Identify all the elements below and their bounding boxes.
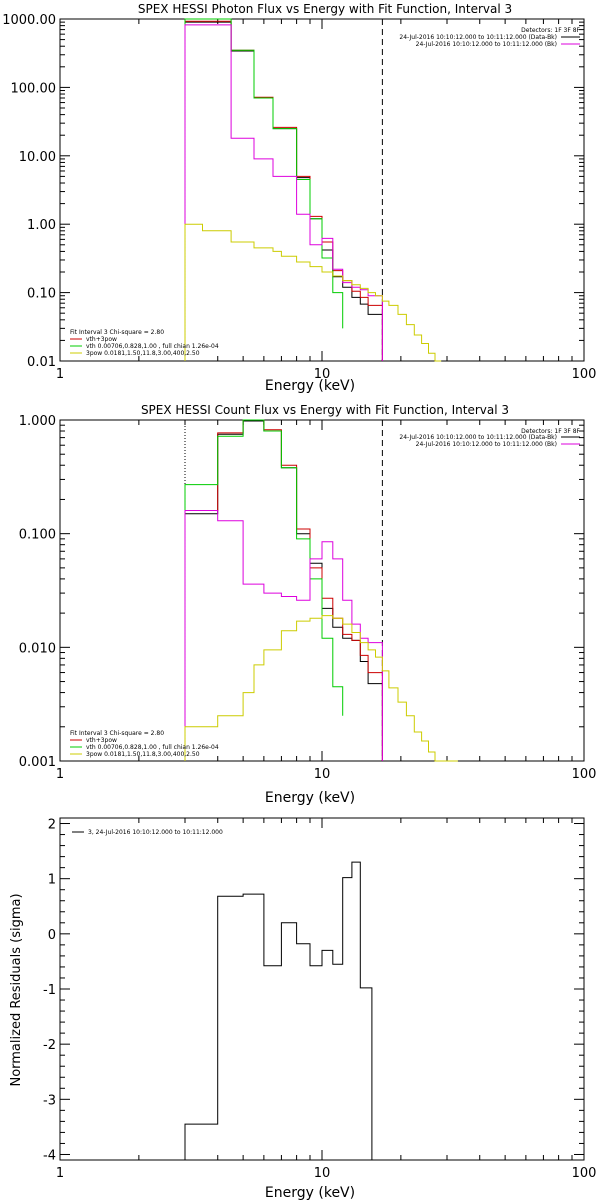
residuals-y-tick-label: -3: [43, 1093, 56, 1108]
count-flux-legend-header: Detectors: 1F 3F 8F: [521, 428, 580, 435]
residuals-y-tick-label: 2: [48, 818, 56, 833]
count-flux-x-tick-label: 100: [572, 767, 597, 782]
residuals-y-tick-label: 1: [48, 873, 56, 888]
count-flux-y-tick-label: 0.100: [19, 528, 56, 543]
residuals-axes: 1 10 100 -4 -3 -2 -1 0 1 2: [43, 818, 596, 1181]
photon-flux-legend-entry-bk: 24-Jul-2016 10:10:12.000 to 10:11:12.000…: [416, 41, 557, 48]
photon-flux-y-tick-label: 10.00: [19, 150, 56, 165]
photon-flux-x-tick-label: 10: [314, 367, 331, 382]
photon-flux-title: SPEX HESSI Photon Flux vs Energy with Fi…: [138, 2, 512, 16]
residuals-panel: 1 10 100 -4 -3 -2 -1 0 1 2 Energy (keV) Normalize…: [9, 817, 596, 1200]
photon-flux-legend-header: Detectors: 1F 3F 8F: [521, 27, 580, 34]
count-flux-reference-lines: [184, 420, 383, 761]
photon-flux-x-tick-label: 100: [572, 367, 597, 382]
photon-flux-series-line: [184, 20, 383, 361]
photon-flux-y-tick-label: 0.01: [27, 355, 56, 370]
photon-flux-fit-total: vth+3pow: [86, 336, 117, 343]
count-flux-legend-left: Fit Interval 3 Chi-square = 2.80 vth+3po…: [70, 730, 219, 758]
photon-flux-series-line: [184, 21, 383, 361]
count-flux-x-tick-label: 1: [56, 767, 64, 782]
count-flux-series: [184, 419, 458, 762]
photon-flux-fit-vth: vth 0.00706,0.828,1.00 , full chian 1.26…: [86, 343, 219, 350]
count-flux-series-line: [184, 510, 383, 761]
residuals-series: [184, 861, 383, 1161]
photon-flux-y-tick-label: 1000.00: [2, 13, 56, 28]
photon-flux-legend-left: Fit Interval 3 Chi-square = 2.80 vth+3po…: [70, 329, 219, 357]
count-flux-fit-header: Fit Interval 3 Chi-square = 2.80: [70, 730, 164, 737]
count-flux-series-line: [184, 420, 383, 761]
residuals-y-tick-label: -1: [43, 983, 56, 998]
count-flux-series-line: [184, 419, 383, 761]
residuals-x-tick-label: 10: [314, 1166, 331, 1181]
photon-flux-x-axis-label: Energy (keV): [265, 378, 355, 394]
count-flux-y-tick-label: 0.010: [19, 641, 56, 656]
count-flux-legend-right: Detectors: 1F 3F 8F 24-Jul-2016 10:10:12…: [399, 428, 580, 448]
residuals-x-axis-label: Energy (keV): [265, 1185, 355, 1200]
residuals-x-tick-label: 100: [572, 1166, 597, 1181]
residuals-legend-entry: 3, 24-Jul-2016 10:10:12.000 to 10:11:12.…: [88, 829, 223, 836]
residuals-y-tick-label: -2: [43, 1038, 56, 1053]
count-flux-series-line: [184, 615, 458, 762]
count-flux-axes: 1 10 100 0.001 0.010 0.100 1.000: [19, 414, 597, 782]
count-flux-series-line: [184, 419, 344, 761]
count-flux-x-tick-label: 10: [314, 767, 331, 782]
count-flux-y-tick-label: 1.000: [19, 414, 56, 429]
count-flux-panel: SPEX HESSI Count Flux vs Energy with Fit…: [19, 403, 597, 806]
photon-flux-fit-header: Fit Interval 3 Chi-square = 2.80: [70, 329, 164, 336]
count-flux-y-tick-label: 0.001: [19, 755, 56, 770]
count-flux-x-axis-label: Energy (keV): [265, 790, 355, 806]
photon-flux-legend-right: Detectors: 1F 3F 8F 24-Jul-2016 10:10:12…: [399, 27, 580, 48]
photon-flux-series: [184, 18, 442, 362]
residuals-plot-frame: [59, 817, 585, 1161]
photon-flux-series-line: [184, 223, 442, 362]
photon-flux-y-tick-label: 0.10: [27, 287, 56, 302]
photon-flux-series-line: [184, 18, 344, 361]
count-flux-title: SPEX HESSI Count Flux vs Energy with Fit…: [141, 403, 509, 417]
count-flux-legend-entry-bk: 24-Jul-2016 10:10:12.000 to 10:11:12.000…: [416, 441, 557, 448]
photon-flux-fit-3pow: 3pow 0.0181,1.50,11.8,3.00,400,2.50: [86, 350, 200, 357]
count-flux-fit-3pow: 3pow 0.0181,1.50,11.8,3.00,400,2.50: [86, 751, 200, 758]
photon-flux-plot-frame: [59, 18, 585, 362]
photon-flux-panel: SPEX HESSI Photon Flux vs Energy with Fi…: [2, 2, 596, 394]
photon-flux-series-line: [184, 24, 383, 361]
photon-flux-y-tick-label: 100.00: [11, 81, 57, 96]
photon-flux-x-tick-label: 1: [56, 367, 64, 382]
residuals-x-tick-label: 1: [56, 1166, 64, 1181]
residuals-y-tick-label: -4: [43, 1148, 56, 1163]
count-flux-fit-total: vth+3pow: [86, 737, 117, 744]
residuals-y-axis-label: Normalized Residuals (sigma): [9, 893, 24, 1086]
count-flux-fit-vth: vth 0.00706,0.828,1.00 , full chian 1.26…: [86, 744, 219, 751]
photon-flux-y-tick-label: 1.00: [27, 218, 56, 233]
photon-flux-legend-entry-data: 24-Jul-2016 10:10:12.000 to 10:11:12.000…: [399, 34, 557, 41]
residuals-series-line: [184, 861, 383, 1161]
photon-flux-reference-lines: [184, 19, 383, 361]
residuals-legend: 3, 24-Jul-2016 10:10:12.000 to 10:11:12.…: [72, 829, 223, 836]
count-flux-legend-entry-data: 24-Jul-2016 10:10:12.000 to 10:11:12.000…: [399, 434, 557, 441]
residuals-y-tick-label: 0: [48, 928, 56, 943]
photon-flux-axes: 1 10 100 0.01 0.10 1.00 10.00 100.00 1000.00: [2, 13, 596, 382]
